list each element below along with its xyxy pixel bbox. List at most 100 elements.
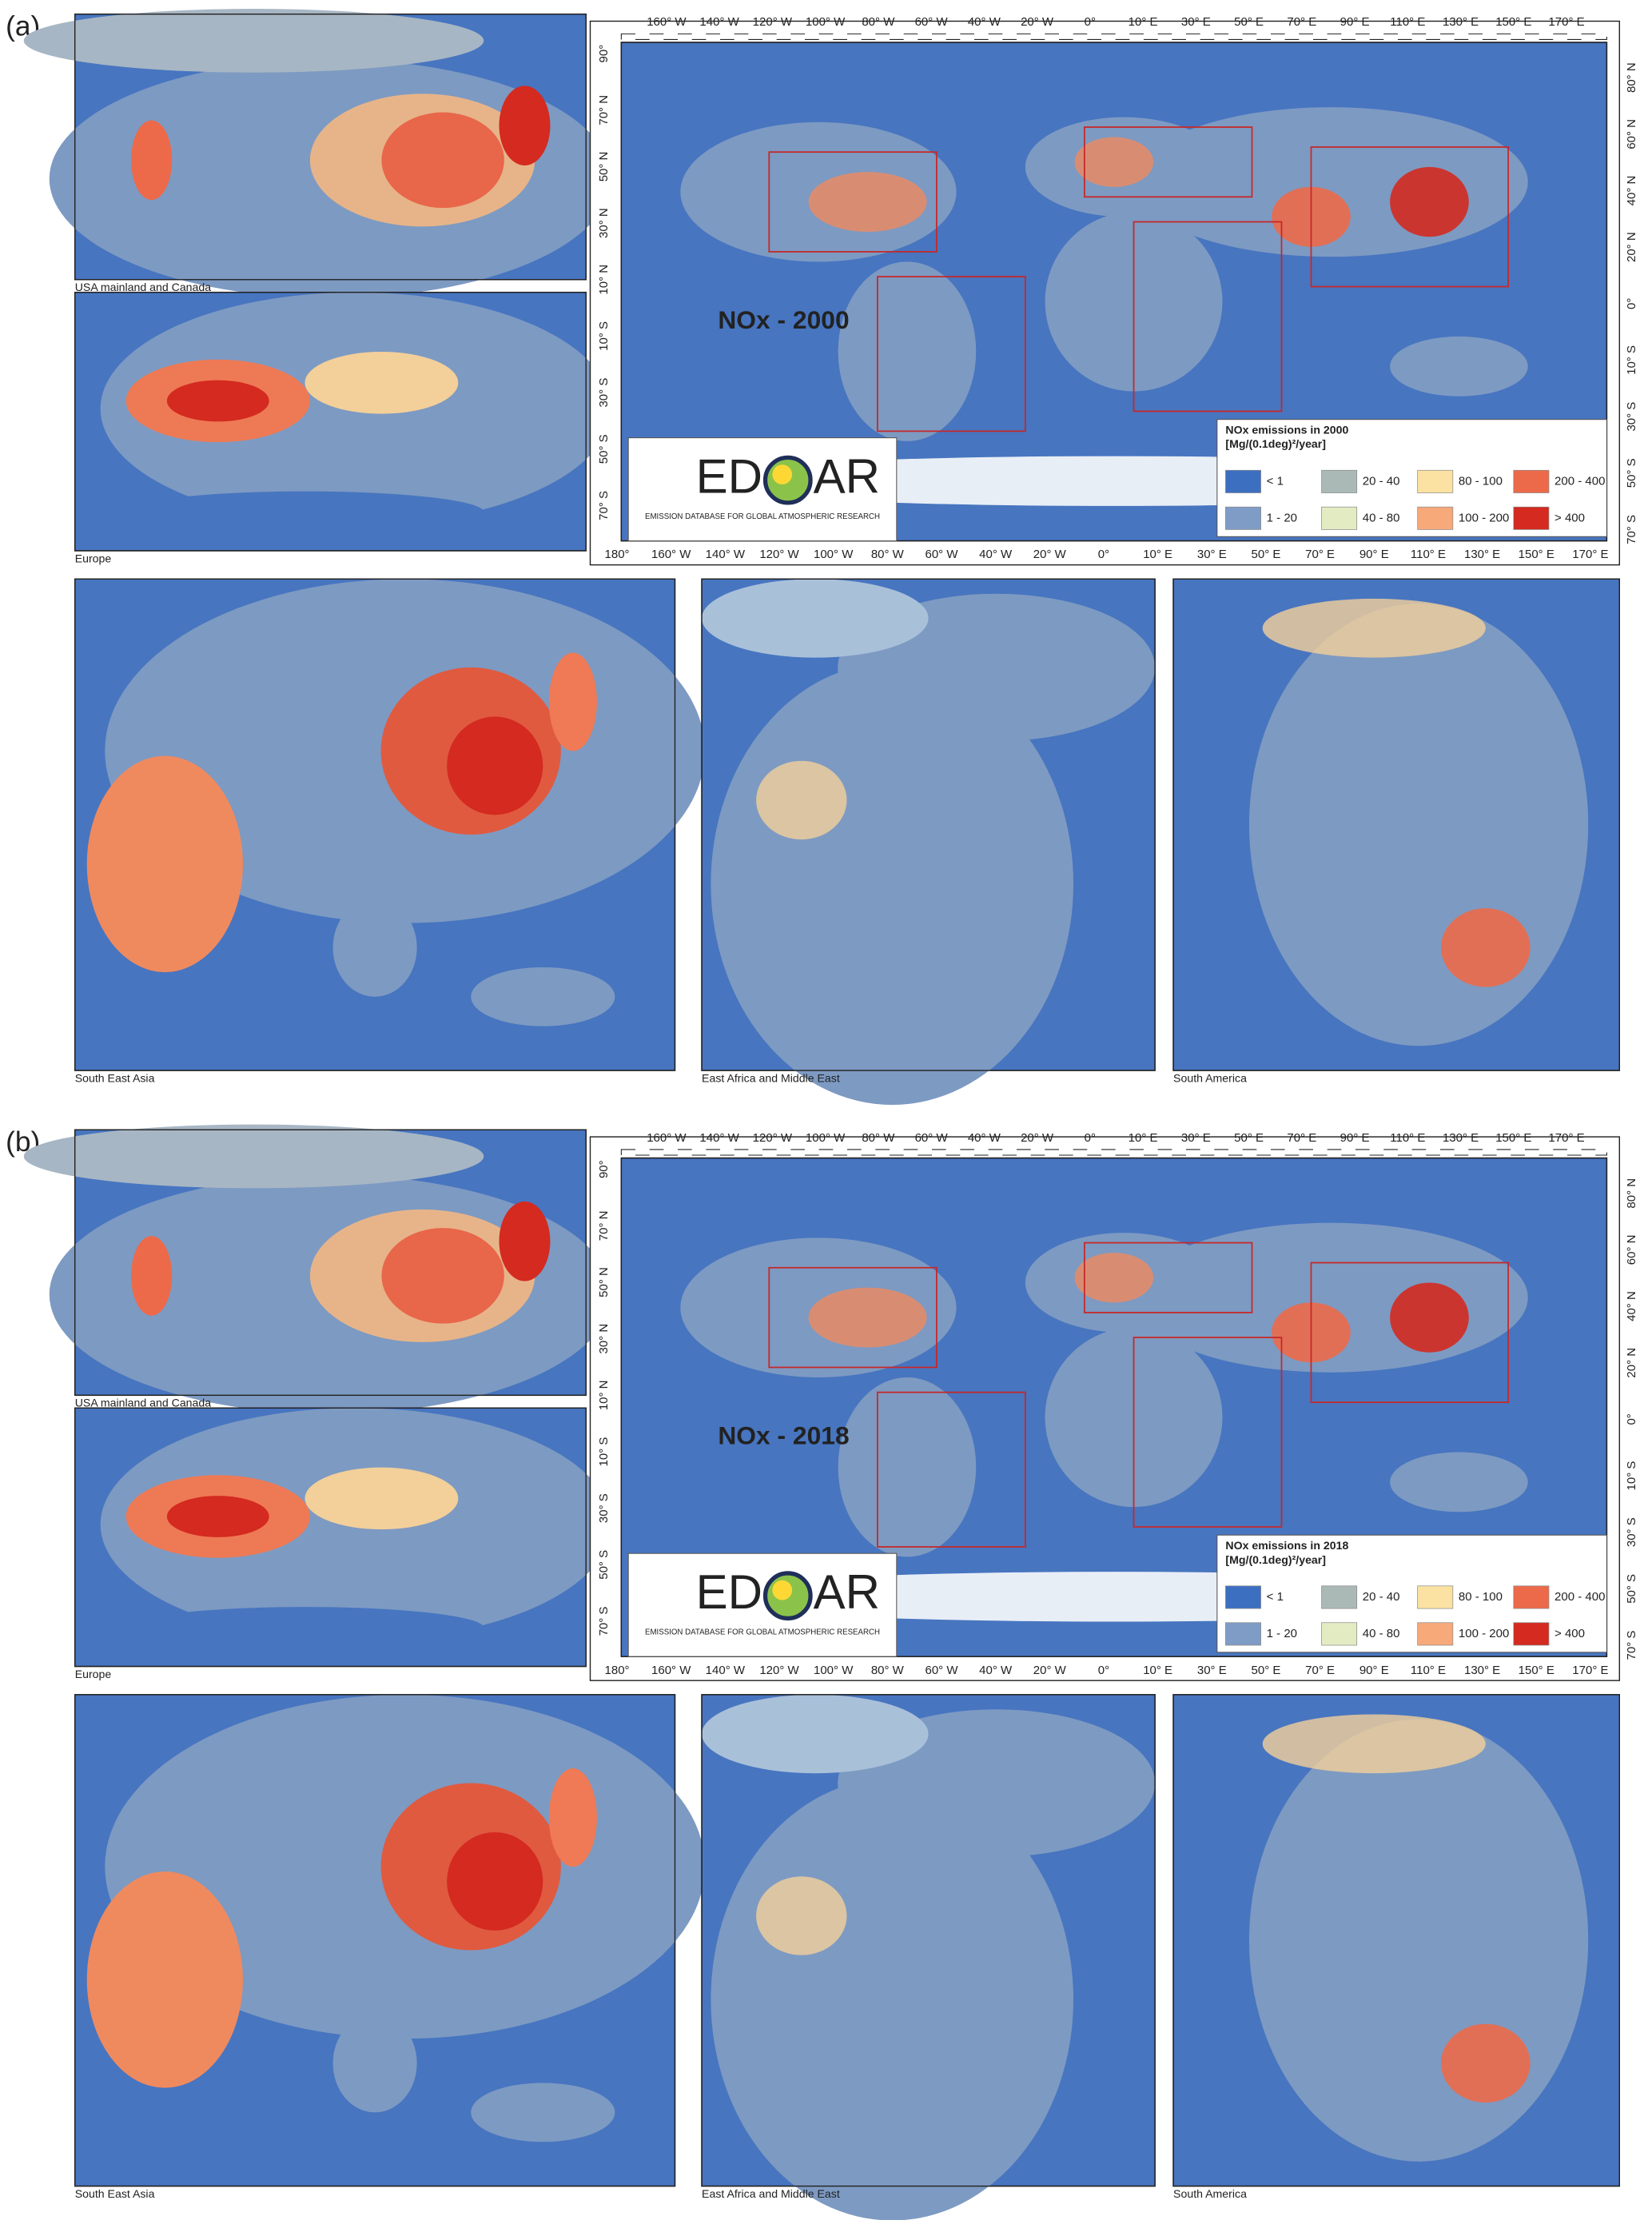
lon-label: 40° W (979, 1664, 1013, 1677)
logo-box (627, 1552, 898, 1657)
lat-label: 50° S (1625, 1574, 1638, 1604)
map-region (1390, 1282, 1469, 1353)
lon-label: 180° (605, 1664, 630, 1677)
lon-label: 0° (1098, 1664, 1109, 1677)
lon-label: 110° E (1411, 1664, 1446, 1677)
map-region (702, 579, 929, 658)
lon-label: 30° E (1181, 15, 1211, 29)
lon-label: 90° E (1359, 548, 1389, 561)
legend-label: 200 - 400 (1554, 1590, 1605, 1604)
map-region (1074, 1253, 1154, 1303)
legend-swatch (1321, 506, 1358, 530)
lat-label: 30° N (597, 208, 611, 238)
lon-label: 50° E (1252, 548, 1281, 561)
region-box (877, 1391, 1026, 1548)
lon-label: 130° E (1443, 1131, 1479, 1145)
lon-label: 140° W (706, 548, 746, 561)
lon-label: 120° W (759, 1664, 799, 1677)
map-frame (74, 13, 587, 281)
map-region (23, 1124, 484, 1189)
map-region (702, 1694, 929, 1774)
lon-label: 80° W (862, 1131, 895, 1145)
logo-globe-sun (772, 464, 793, 484)
lon-label: 70° E (1287, 1131, 1316, 1145)
legend-label: 100 - 200 (1459, 1627, 1509, 1640)
map-region (838, 1377, 977, 1557)
lat-label: 10° N (597, 265, 611, 295)
map-frame (74, 1694, 676, 2187)
legend-swatch (1417, 469, 1454, 493)
region-box (1083, 1242, 1253, 1313)
lon-label: 80° W (871, 1664, 905, 1677)
inset-label: South East Asia (75, 2187, 155, 2200)
lat-label: 30° S (597, 378, 611, 408)
lon-label: 30° E (1181, 1131, 1211, 1145)
region-box (877, 276, 1026, 432)
legend-label: > 400 (1554, 1627, 1585, 1640)
lat-label: 80° N (1625, 62, 1638, 93)
lon-label: 170° E (1572, 1664, 1608, 1677)
map-region (332, 898, 417, 997)
lon-label: 70° E (1287, 15, 1316, 29)
lat-label: 20° N (1625, 1348, 1638, 1378)
legend-swatch (1417, 1585, 1454, 1609)
lon-label: 10° E (1129, 1131, 1158, 1145)
region-box (1133, 221, 1283, 413)
logo-text: AR (814, 449, 880, 503)
inset-map (1172, 578, 1621, 1071)
map-region (305, 1467, 459, 1530)
legend-label: 80 - 100 (1459, 1590, 1503, 1604)
lat-label: 40° N (1625, 1291, 1638, 1321)
map-region (808, 1287, 927, 1348)
inset-label: South America (1173, 1071, 1247, 1084)
inset-map (23, 9, 612, 299)
legend-title: NOx emissions in 2018 (1225, 1539, 1348, 1552)
lat-label: 50° S (597, 1550, 611, 1580)
lon-label: 100° W (814, 548, 854, 561)
map-region (447, 1831, 543, 1931)
map-region (381, 112, 504, 209)
legend-label: < 1 (1267, 474, 1284, 488)
region-box (1083, 126, 1253, 198)
lon-label: 150° E (1495, 1131, 1531, 1145)
lon-label: 10° E (1143, 548, 1172, 561)
map-region (125, 1607, 484, 1648)
lon-label: 130° E (1464, 1664, 1500, 1677)
legend-swatch (1321, 1585, 1358, 1609)
logo-text: ED (696, 449, 762, 503)
lat-label: 60° N (1625, 1235, 1638, 1265)
lat-label: 50° S (597, 434, 611, 464)
lon-label: 40° W (968, 1131, 1001, 1145)
map-region (1248, 1719, 1589, 2162)
lon-label: 80° W (862, 15, 895, 29)
legend-label: 20 - 40 (1363, 1590, 1400, 1604)
legend-swatch (1417, 506, 1454, 530)
inset-map (23, 1124, 612, 1414)
map-region (548, 1768, 597, 1867)
lon-label: 110° E (1390, 1131, 1425, 1145)
map-frame (1172, 578, 1621, 1071)
map-frame (74, 291, 587, 552)
lat-label: 30° S (597, 1493, 611, 1523)
legend-label: 1 - 20 (1267, 511, 1297, 524)
lon-label: 60° W (925, 548, 958, 561)
lat-label: 30° S (1625, 1517, 1638, 1547)
lon-label: 60° W (925, 1664, 958, 1677)
lat-label: 40° N (1625, 176, 1638, 206)
lat-label: 80° N (1625, 1178, 1638, 1209)
lon-label: 100° W (814, 1664, 854, 1677)
inset-label: USA mainland and Canada (75, 1397, 212, 1409)
logo-box (627, 437, 898, 542)
lon-label: 70° E (1305, 1664, 1335, 1677)
legend-swatch (1513, 469, 1550, 493)
lat-label: 0° (1625, 1413, 1638, 1425)
legend-label: 40 - 80 (1363, 1627, 1400, 1640)
region-box (1310, 146, 1509, 288)
map-region (756, 1876, 847, 1955)
legend-swatch (1225, 1622, 1261, 1646)
lon-label: 160° W (651, 1664, 691, 1677)
lon-label: 170° E (1548, 1131, 1584, 1145)
lon-label: 0° (1085, 1131, 1096, 1145)
inset-label: East Africa and Middle East (702, 2187, 840, 2200)
